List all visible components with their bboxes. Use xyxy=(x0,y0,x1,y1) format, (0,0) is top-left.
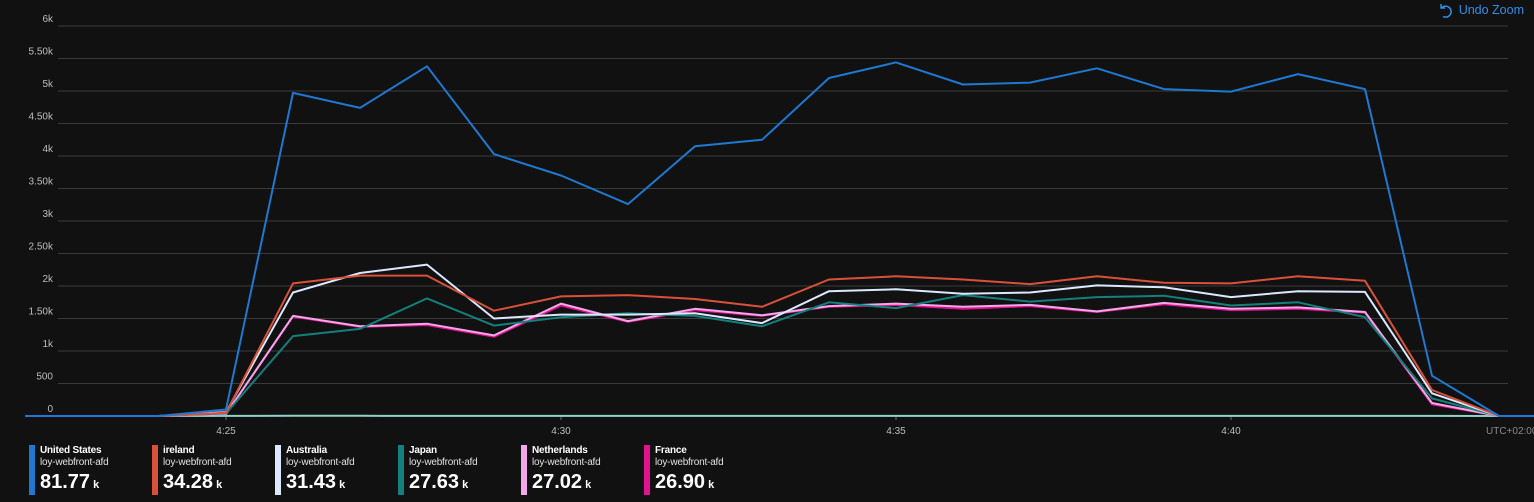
legend-unit: k xyxy=(339,479,346,491)
y-tick-label: 2k xyxy=(42,274,54,285)
grid xyxy=(58,25,1508,417)
legend-unit: k xyxy=(216,479,223,491)
legend-swatch xyxy=(275,445,281,495)
legend-resource-name: loy-webfront-afd xyxy=(163,457,232,468)
legend-total-value: 81.77 k xyxy=(40,471,100,493)
undo-icon xyxy=(1439,4,1452,18)
y-tick-label: 5k xyxy=(42,79,54,90)
x-tick-label: 4:40 xyxy=(1221,426,1241,437)
y-axis: 0 500 1k 1.50k 2k 2.50k 3k 3.50k 4k 4.50k 5k 5.50k 6… xyxy=(29,14,54,415)
legend-resource-name: loy-webfront-afd xyxy=(409,457,478,468)
y-tick-label: 5.50k xyxy=(29,47,54,58)
legend-item-japan[interactable]: Japan loy-webfront-afd 27.63 k xyxy=(398,445,521,497)
y-tick-label: 4k xyxy=(42,144,54,155)
legend-swatch xyxy=(152,445,158,495)
legend-series-name: Netherlands xyxy=(532,445,588,456)
series-line-australia[interactable] xyxy=(25,263,1534,417)
legend-resource-name: loy-webfront-afd xyxy=(286,457,355,468)
timezone-label: UTC+02:00 xyxy=(1486,426,1534,437)
legend-unit: k xyxy=(93,479,100,491)
y-tick-label: 3.50k xyxy=(29,177,54,188)
legend-swatch xyxy=(644,445,650,495)
legend-item-france[interactable]: France loy-webfront-afd 26.90 k xyxy=(644,445,767,497)
legend-total-value: 31.43 k xyxy=(286,471,346,493)
x-tick-label: 4:25 xyxy=(216,426,236,437)
legend-unit: k xyxy=(462,479,469,491)
series-line-japan[interactable] xyxy=(25,294,1534,417)
x-tick-label: 4:30 xyxy=(551,426,571,437)
legend-resource-name: loy-webfront-afd xyxy=(40,457,109,468)
legend: United States loy-webfront-afd 81.77 k irela… xyxy=(29,445,767,497)
y-tick-label: 500 xyxy=(36,372,53,383)
y-tick-label: 0 xyxy=(47,404,53,415)
legend-series-name: United States xyxy=(40,445,102,456)
y-tick-label: 4.50k xyxy=(29,112,54,123)
legend-total-value: 27.63 k xyxy=(409,471,469,493)
x-axis: 4:25 4:30 4:35 4:40 xyxy=(216,416,1241,437)
y-tick-label: 1.50k xyxy=(29,307,54,318)
legend-resource-name: loy-webfront-afd xyxy=(655,457,724,468)
y-tick-label: 3k xyxy=(42,209,54,220)
undo-zoom-button[interactable]: Undo Zoom xyxy=(1437,0,1524,20)
line-chart[interactable]: 0 500 1k 1.50k 2k 2.50k 3k 3.50k 4k 4.50k 5k 5.50k 6… xyxy=(0,0,1534,440)
legend-swatch xyxy=(521,445,527,495)
legend-swatch xyxy=(29,445,35,495)
y-tick-label: 1k xyxy=(42,339,54,350)
legend-swatch xyxy=(398,445,404,495)
legend-total-value: 27.02 k xyxy=(532,471,592,493)
legend-resource-name: loy-webfront-afd xyxy=(532,457,601,468)
undo-zoom-label: Undo Zoom xyxy=(1458,3,1524,17)
x-tick-label: 4:35 xyxy=(886,426,906,437)
y-tick-label: 2.50k xyxy=(29,242,54,253)
series-lines[interactable] xyxy=(25,61,1534,417)
legend-series-name: Japan xyxy=(409,445,437,456)
legend-total-value: 34.28 k xyxy=(163,471,223,493)
series-line-united-states[interactable] xyxy=(25,61,1534,417)
legend-series-name: ireland xyxy=(163,445,195,456)
legend-unit: k xyxy=(708,479,715,491)
legend-series-name: France xyxy=(655,445,687,456)
legend-total-value: 26.90 k xyxy=(655,471,715,493)
legend-item-netherlands[interactable]: Netherlands loy-webfront-afd 27.02 k xyxy=(521,445,644,497)
series-line-ireland[interactable] xyxy=(25,274,1534,417)
legend-item-united-states[interactable]: United States loy-webfront-afd 81.77 k xyxy=(29,445,152,497)
legend-item-ireland[interactable]: ireland loy-webfront-afd 34.28 k xyxy=(152,445,275,497)
legend-unit: k xyxy=(585,479,592,491)
y-tick-label: 6k xyxy=(42,14,54,25)
legend-series-name: Australia xyxy=(286,445,327,456)
series-line-netherlands[interactable] xyxy=(25,301,1534,417)
legend-item-australia[interactable]: Australia loy-webfront-afd 31.43 k xyxy=(275,445,398,497)
